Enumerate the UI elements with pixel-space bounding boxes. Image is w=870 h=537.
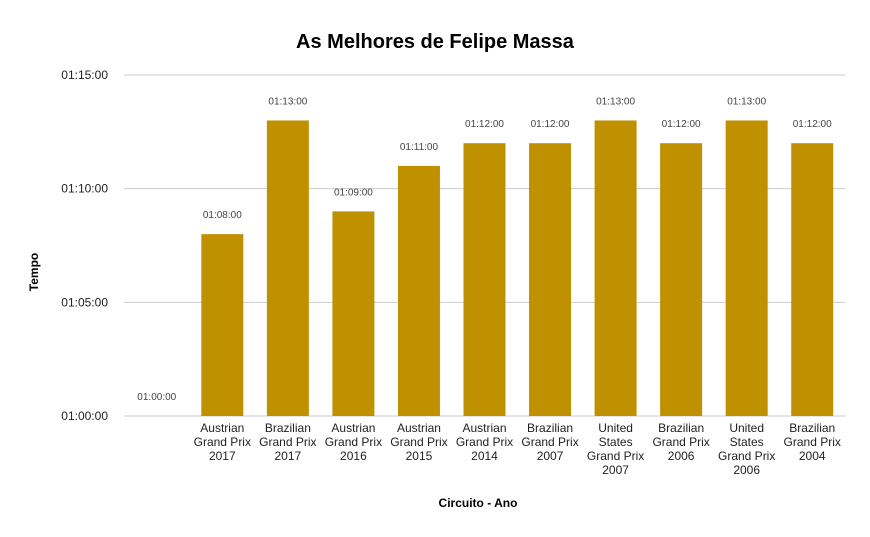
y-axis-ticks: 01:00:00 01:05:00 01:10:00 01:15:00: [61, 68, 108, 423]
x-tick-label: Austrian: [397, 421, 441, 435]
x-tick-label: Grand Prix: [587, 449, 644, 463]
x-tick-label: Grand Prix: [718, 449, 775, 463]
bar: [332, 211, 375, 416]
bar: [397, 165, 440, 416]
x-tick-label: Brazilian: [527, 421, 573, 435]
bar: [594, 120, 637, 416]
bar: [660, 143, 703, 416]
x-tick-label: Austrian: [331, 421, 375, 435]
x-axis-label: Circuito - Ano: [439, 496, 518, 510]
chart-title: As Melhores de Felipe Massa: [296, 31, 575, 53]
bar: [725, 120, 768, 416]
bar: [529, 143, 572, 416]
data-label: 01:08:00: [203, 210, 242, 221]
data-label: 01:12:00: [531, 119, 570, 130]
x-tick-label: 2004: [799, 449, 826, 463]
x-tick-label: Grand Prix: [390, 435, 447, 449]
x-tick-label: Grand Prix: [784, 435, 841, 449]
data-label: 01:13:00: [596, 96, 635, 107]
x-tick-label: Brazilian: [265, 421, 311, 435]
bar: [201, 234, 244, 416]
data-label: 01:12:00: [465, 119, 504, 130]
x-tick-label: 2006: [733, 463, 760, 477]
x-tick-label: United: [729, 421, 764, 435]
x-tick-label: United: [598, 421, 633, 435]
y-tick-label: 01:15:00: [61, 68, 108, 82]
x-tick-label: Grand Prix: [259, 435, 316, 449]
data-label: 01:13:00: [268, 96, 307, 107]
data-label: 01:11:00: [400, 142, 439, 153]
x-tick-label: States: [730, 435, 764, 449]
x-tick-label: Austrian: [200, 421, 244, 435]
y-axis-label: Tempo: [27, 253, 41, 291]
x-tick-label: Brazilian: [789, 421, 835, 435]
x-tick-label: Grand Prix: [652, 435, 709, 449]
bars: [201, 120, 834, 416]
bar: [463, 143, 506, 416]
y-tick-label: 01:00:00: [61, 409, 108, 423]
data-label: 01:12:00: [793, 119, 832, 130]
x-tick-label: Grand Prix: [456, 435, 513, 449]
y-tick-label: 01:10:00: [61, 182, 108, 196]
data-label: 01:13:00: [727, 96, 766, 107]
data-labels: 01:00:00 01:08:00 01:13:00 01:09:00 01:11:00…: [137, 96, 832, 403]
data-label: 01:00:00: [137, 392, 176, 403]
x-tick-label: 2017: [209, 449, 236, 463]
data-label: 01:12:00: [662, 119, 701, 130]
x-tick-label: 2017: [275, 449, 302, 463]
x-tick-label: Austrian: [462, 421, 506, 435]
x-tick-label: 2016: [340, 449, 367, 463]
x-tick-label: Grand Prix: [325, 435, 382, 449]
x-tick-label: Grand Prix: [521, 435, 578, 449]
x-tick-label: 2015: [406, 449, 433, 463]
data-label: 01:09:00: [334, 187, 373, 198]
x-tick-label: Grand Prix: [194, 435, 251, 449]
bar: [791, 143, 834, 416]
y-tick-label: 01:05:00: [61, 295, 108, 309]
bar: [266, 120, 309, 416]
x-tick-label: 2006: [668, 449, 695, 463]
x-tick-label: 2014: [471, 449, 498, 463]
x-tick-label: States: [599, 435, 633, 449]
x-tick-label: 2007: [537, 449, 564, 463]
x-tick-label: Brazilian: [658, 421, 704, 435]
x-tick-label: 2007: [602, 463, 629, 477]
